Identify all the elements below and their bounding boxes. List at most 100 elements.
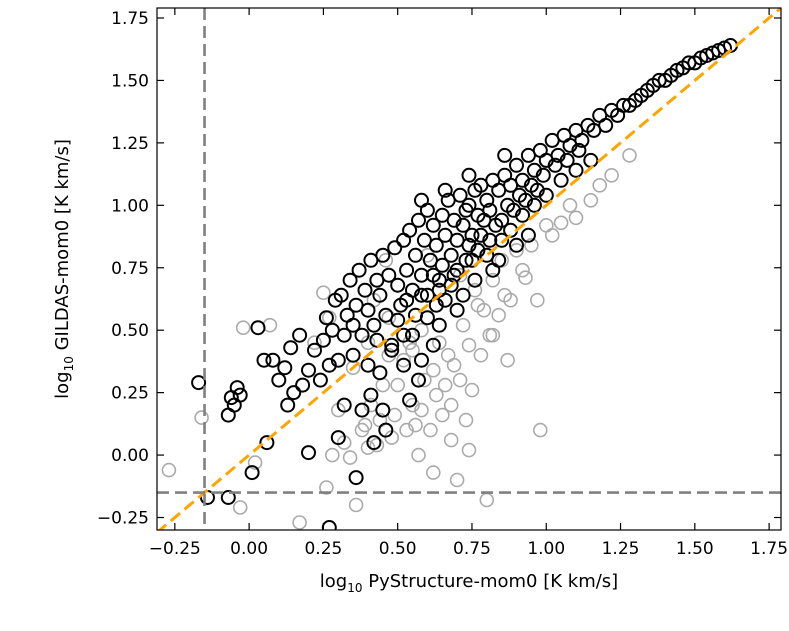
y-tick-label: 1.25 — [111, 134, 149, 154]
data-point — [452, 187, 468, 203]
data-point — [283, 340, 299, 356]
data-point — [443, 397, 459, 413]
data-point — [464, 382, 480, 398]
data-point — [461, 442, 477, 458]
data-point — [307, 342, 322, 358]
data-point — [369, 437, 385, 453]
data-point — [342, 450, 358, 465]
x-tick-label: 0.00 — [230, 539, 268, 559]
data-point — [583, 193, 599, 208]
data-point — [452, 372, 468, 388]
data-point — [455, 217, 471, 233]
data-point — [425, 465, 441, 480]
data-point — [553, 172, 569, 188]
data-point — [414, 287, 429, 303]
data-point — [425, 337, 441, 353]
data-point — [357, 417, 373, 433]
x-axis-label-sub: 10 — [347, 581, 362, 595]
data-point — [348, 497, 364, 513]
data-point — [360, 357, 376, 373]
y-axis-label-text: GILDAS-mom0 [K km/s] — [52, 139, 73, 356]
data-point — [458, 252, 474, 268]
data-point — [574, 132, 590, 148]
data-point — [408, 307, 423, 323]
data-point — [235, 320, 251, 336]
data-point — [571, 142, 587, 158]
data-point — [414, 192, 429, 208]
data-point — [425, 362, 441, 378]
data-point — [247, 455, 263, 470]
data-point — [292, 515, 307, 530]
y-axis-label: log10 GILDAS-mom0 [K km/s] — [52, 139, 76, 399]
data-point — [482, 232, 498, 248]
data-point — [476, 302, 492, 318]
data-point — [390, 277, 406, 293]
data-point — [330, 430, 346, 446]
data-point — [411, 447, 426, 463]
data-point — [434, 407, 450, 423]
data-point — [520, 227, 536, 243]
data-point — [318, 310, 334, 326]
data-point — [396, 352, 411, 368]
data-point — [497, 147, 513, 163]
y-tick-label: 1.75 — [111, 9, 149, 29]
data-point — [330, 352, 346, 368]
data-point — [518, 192, 533, 208]
data-point — [604, 168, 619, 183]
data-point — [277, 360, 293, 376]
data-point — [354, 327, 370, 343]
x-tick-label: 0.75 — [453, 539, 491, 559]
x-tick-label: 1.50 — [676, 539, 714, 559]
data-points — [161, 38, 738, 530]
data-point — [491, 252, 507, 268]
data-point — [408, 417, 423, 433]
data-point — [568, 162, 584, 178]
x-tick-label: 1.25 — [602, 539, 640, 559]
data-point — [280, 397, 296, 413]
y-axis-label-sub: 10 — [62, 356, 76, 371]
data-point — [506, 202, 522, 218]
data-point — [544, 228, 560, 243]
data-point — [375, 247, 391, 263]
data-point — [509, 237, 524, 253]
data-point — [535, 167, 551, 183]
data-point — [532, 422, 548, 438]
data-point — [366, 317, 382, 333]
data-point — [390, 377, 406, 393]
data-point — [345, 317, 361, 333]
data-point — [434, 257, 450, 273]
data-point — [369, 332, 385, 348]
data-point — [414, 352, 429, 368]
data-point — [244, 465, 260, 481]
data-point — [232, 387, 248, 403]
data-point — [518, 270, 533, 286]
axis-ticks: −0.25 0.00 0.25 0.50 0.75 1.00 1.25 1.50 1.75 −0.… — [97, 8, 788, 559]
data-point — [449, 472, 465, 488]
data-point — [378, 422, 394, 438]
data-point — [443, 432, 459, 448]
y-tick-label: 0.50 — [111, 321, 149, 341]
data-point — [372, 365, 388, 381]
data-point — [425, 267, 441, 283]
data-point — [191, 375, 207, 391]
data-point — [232, 500, 248, 515]
data-point — [390, 312, 406, 328]
x-axis-label-prefix: log — [320, 571, 347, 592]
data-point — [411, 372, 426, 388]
data-point — [366, 435, 382, 451]
data-point — [301, 445, 316, 461]
data-point — [458, 412, 474, 428]
data-point — [336, 397, 352, 413]
reference-lines — [157, 8, 781, 530]
y-tick-label: −0.25 — [97, 509, 149, 529]
data-point — [295, 377, 311, 393]
data-point — [592, 178, 608, 193]
data-point — [324, 447, 340, 463]
data-point — [461, 337, 477, 353]
data-point — [372, 287, 388, 303]
data-point — [559, 152, 575, 168]
data-point — [482, 202, 498, 218]
data-point — [529, 182, 545, 198]
data-point — [529, 292, 545, 308]
